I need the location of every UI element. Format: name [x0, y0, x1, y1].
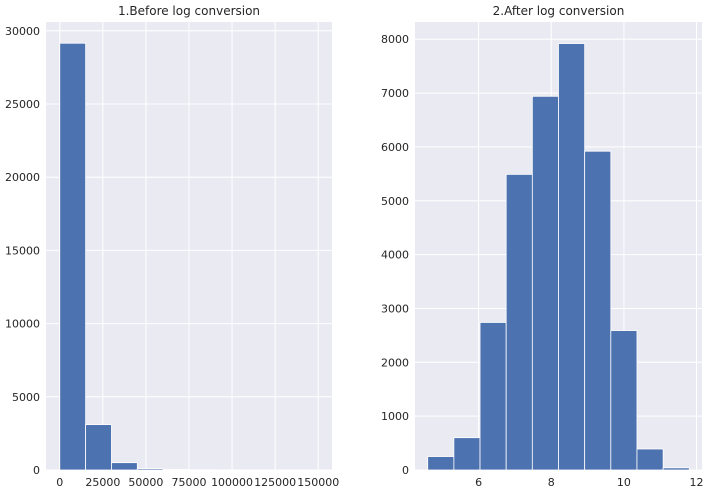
y-tick-label: 10000: [5, 318, 40, 331]
x-tick-label: 10: [617, 476, 631, 489]
x-tick-label: 75000: [172, 476, 207, 489]
histogram-bar: [531, 95, 559, 471]
histogram-bar: [85, 424, 112, 471]
y-tick-label: 25000: [5, 98, 40, 111]
x-tick-label: 125000: [254, 476, 296, 489]
x-tick-label: 6: [475, 476, 482, 489]
y-tick-label: 1000: [381, 410, 409, 423]
histogram-bar: [427, 456, 455, 471]
x-tick-label: 0: [56, 476, 63, 489]
y-tick-label: 15000: [5, 244, 40, 257]
histogram-bar: [610, 330, 638, 471]
histogram-bar: [111, 462, 138, 471]
y-tick-label: 0: [33, 464, 40, 477]
chart-title: 2.After log conversion: [493, 4, 625, 18]
y-tick-label: 20000: [5, 171, 40, 184]
y-tick-label: 4000: [381, 249, 409, 262]
histogram-bar: [558, 43, 586, 471]
x-tick-label: 25000: [85, 476, 120, 489]
histogram-bar: [453, 437, 481, 471]
x-tick-label: 150000: [297, 476, 339, 489]
y-tick-label: 3000: [381, 302, 409, 315]
x-tick-label: 100000: [211, 476, 253, 489]
y-tick-label: 5000: [381, 195, 409, 208]
histogram-bar: [584, 150, 612, 471]
x-tick-label: 50000: [128, 476, 163, 489]
x-tick-label: 8: [548, 476, 555, 489]
histogram-bar: [162, 469, 190, 471]
y-tick-label: 8000: [381, 33, 409, 46]
chart-title: 1.Before log conversion: [118, 4, 260, 18]
histogram-bar: [662, 467, 690, 471]
histogram-bar: [636, 448, 664, 471]
y-tick-label: 7000: [381, 87, 409, 100]
y-tick-label: 30000: [5, 25, 40, 38]
y-tick-label: 6000: [381, 141, 409, 154]
x-tick-label: 12: [690, 476, 704, 489]
histogram-before-log: 0 25000 50000 75000 100000 125000 150000 0 5000 1…: [5, 4, 339, 489]
histogram-bar: [505, 173, 533, 471]
histogram-bar: [479, 322, 507, 471]
y-tick-label: 5000: [12, 391, 40, 404]
histogram-bar: [136, 468, 164, 471]
y-tick-label: 2000: [381, 356, 409, 369]
histogram-bar: [59, 42, 87, 471]
y-tick-label: 0: [402, 464, 409, 477]
histogram-after-log: 6 8 10 12 0 1000 2000 3000 4000 5000 6000 7000 8000 2…: [381, 4, 704, 489]
